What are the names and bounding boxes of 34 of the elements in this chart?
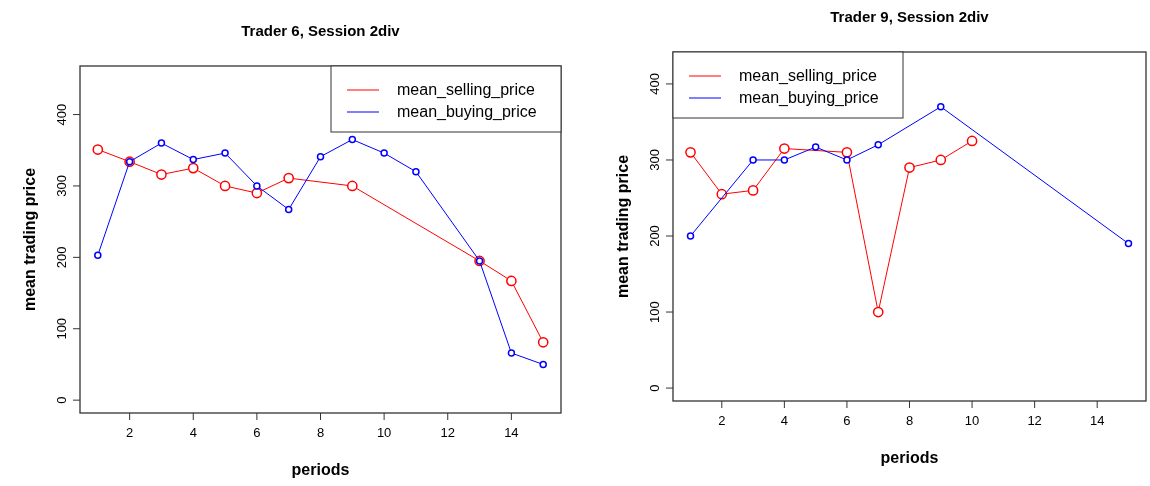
x-tick-label: 10	[964, 413, 980, 428]
x-tick-label: 6	[253, 425, 261, 440]
x-tick-label: 4	[780, 413, 788, 428]
y-tick-label: 200	[647, 225, 662, 247]
x-tick-label: 10	[376, 425, 392, 440]
y-tick-label: 300	[54, 175, 69, 197]
x-tick-label: 12	[1027, 413, 1042, 428]
y-tick-label: 200	[54, 246, 69, 269]
y-tick-label: 300	[647, 149, 662, 171]
y-tick-label: 400	[54, 103, 69, 126]
x-tick-label: 14	[1089, 413, 1105, 428]
x-tick-label: 12	[440, 425, 455, 440]
x-tick-label: 14	[504, 425, 519, 440]
x-tick-label: 8	[316, 425, 325, 440]
x-tick-label: 2	[718, 413, 726, 428]
y-tick-label: 100	[647, 301, 662, 323]
y-tick-label: 0	[54, 396, 69, 404]
y-axis-title: mean trading price	[614, 154, 631, 299]
x-tick-label: 2	[126, 425, 134, 440]
y-tick-label: 400	[647, 73, 662, 95]
legend-label: mean_selling_price	[739, 67, 877, 85]
legend-label: mean_buying_price	[397, 103, 537, 121]
x-tick-label: 4	[189, 425, 197, 440]
x-axis-title: periods	[880, 449, 939, 466]
legend-label: mean_buying_price	[739, 89, 879, 107]
x-tick-label: 6	[843, 413, 851, 428]
chart-title: Trader 9, Session 2div	[830, 8, 990, 25]
y-axis-title: mean trading price	[21, 167, 38, 312]
y-tick-label: 0	[647, 384, 662, 392]
x-tick-label: 8	[905, 413, 914, 428]
legend-label: mean_selling_price	[397, 81, 535, 99]
chart-title: Trader 6, Session 2div	[241, 22, 401, 39]
x-axis-title: periods	[291, 461, 350, 478]
y-tick-label: 100	[54, 317, 69, 340]
